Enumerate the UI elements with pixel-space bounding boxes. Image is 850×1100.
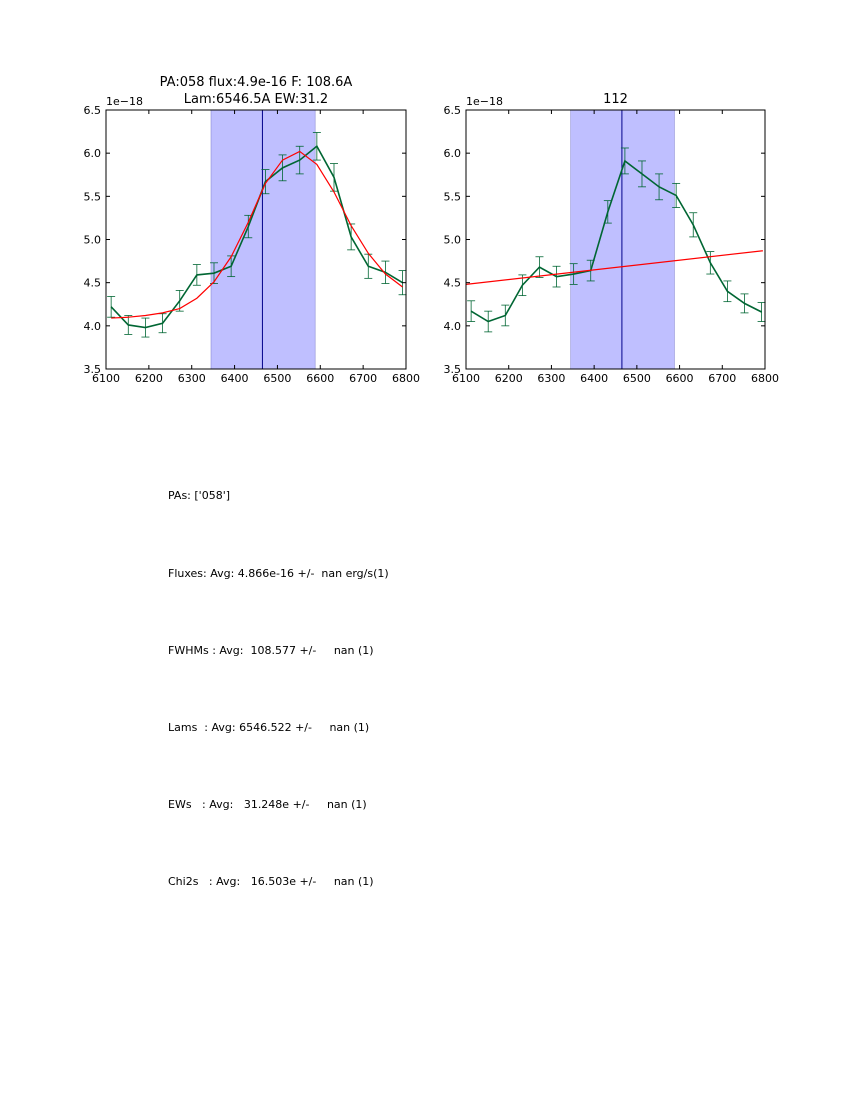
x-tick-label: 6100 xyxy=(92,372,120,385)
x-tick-label: 6400 xyxy=(580,372,608,385)
error-bar xyxy=(757,302,766,322)
error-bar xyxy=(107,296,116,318)
y-tick-label: 4.0 xyxy=(444,320,462,333)
x-tick-label: 6600 xyxy=(306,372,334,385)
error-bar xyxy=(364,253,373,279)
y-tick-label: 6.5 xyxy=(84,104,102,117)
error-bar xyxy=(637,160,646,188)
error-bar xyxy=(672,182,681,208)
x-tick-label: 6500 xyxy=(623,372,651,385)
y-tick-label: 5.5 xyxy=(444,190,462,203)
stats-fluxes: Fluxes: Avg: 4.866e-16 +/- nan erg/s(1) xyxy=(168,566,389,580)
error-bar xyxy=(381,260,390,284)
stats-block: PAs: ['058'] Fluxes: Avg: 4.866e-16 +/- … xyxy=(168,432,389,920)
y-tick-label: 5.5 xyxy=(84,190,102,203)
error-bar xyxy=(603,200,612,224)
y-tick-label: 4.5 xyxy=(84,277,102,290)
x-tick-label: 6200 xyxy=(135,372,163,385)
x-tick-label: 6800 xyxy=(392,372,420,385)
x-tick-label: 6400 xyxy=(221,372,249,385)
y-tick-label: 3.5 xyxy=(84,363,102,376)
x-tick-label: 6100 xyxy=(452,372,480,385)
error-bar xyxy=(261,169,270,195)
x-tick-label: 6200 xyxy=(495,372,523,385)
y-tick-label: 3.5 xyxy=(444,363,462,376)
chart-title-line1: PA:058 flux:4.9e-16 F: 108.6A xyxy=(160,75,353,90)
x-tick-label: 6500 xyxy=(263,372,291,385)
x-tick-label: 6300 xyxy=(178,372,206,385)
stats-pas: PAs: ['058'] xyxy=(168,489,231,503)
error-bar xyxy=(655,173,664,201)
error-bar xyxy=(706,251,715,275)
stats-fwhms: FWHMs : Avg: 108.577 +/- nan (1) xyxy=(168,643,374,657)
y-offset-label: 1e−18 xyxy=(466,95,503,108)
error-bar xyxy=(484,310,493,333)
shaded-band xyxy=(210,109,316,370)
chart-title-line2: Lam:6546.5A EW:31.2 xyxy=(184,92,328,107)
error-bar xyxy=(141,317,150,338)
chart-panel-1: 6100 6200 6300 6400 6500 6600 6700 6800 3.5 4.0 4.… xyxy=(84,75,421,385)
x-tick-label: 6700 xyxy=(708,372,736,385)
error-bar xyxy=(501,304,510,327)
chart-title: 112 xyxy=(603,92,628,107)
error-bar xyxy=(620,147,629,175)
x-tick-label: 6800 xyxy=(751,372,779,385)
series-line-fit xyxy=(111,150,403,319)
error-bar xyxy=(552,265,561,288)
y-tick-label: 5.0 xyxy=(84,234,102,247)
y-tick-label: 5.0 xyxy=(444,234,462,247)
error-bar xyxy=(278,154,287,182)
y-tick-label: 6.0 xyxy=(444,147,462,160)
stats-ews: EWs : Avg: 31.248e +/- nan (1) xyxy=(168,797,367,811)
y-tick-label: 6.5 xyxy=(444,104,462,117)
x-tick-label: 6300 xyxy=(537,372,565,385)
error-bar xyxy=(535,256,544,278)
y-offset-label: 1e−18 xyxy=(106,95,143,108)
y-tick-label: 6.0 xyxy=(84,147,102,160)
error-bar xyxy=(740,293,749,314)
error-bar xyxy=(723,280,732,303)
error-bar xyxy=(124,315,133,335)
error-bar xyxy=(689,212,698,238)
error-bar xyxy=(467,300,476,322)
series-line-data xyxy=(470,159,762,323)
error-bar xyxy=(175,290,184,312)
error-bar xyxy=(569,263,578,285)
stats-chi2s: Chi2s : Avg: 16.503e +/- nan (1) xyxy=(168,874,374,888)
stats-lams: Lams : Avg: 6546.522 +/- nan (1) xyxy=(168,720,370,734)
error-bar xyxy=(192,264,201,286)
error-bar xyxy=(312,132,321,161)
x-tick-label: 6700 xyxy=(349,372,377,385)
series-line-fit xyxy=(465,250,763,285)
y-tick-label: 4.5 xyxy=(444,277,462,290)
x-tick-label: 6600 xyxy=(666,372,694,385)
error-bar xyxy=(347,223,356,251)
y-tick-label: 4.0 xyxy=(84,320,102,333)
shaded-band xyxy=(570,109,675,370)
chart-panel-2: 6100 6200 6300 6400 6500 6600 6700 6800 3.5 4.0 4.… xyxy=(444,92,780,385)
